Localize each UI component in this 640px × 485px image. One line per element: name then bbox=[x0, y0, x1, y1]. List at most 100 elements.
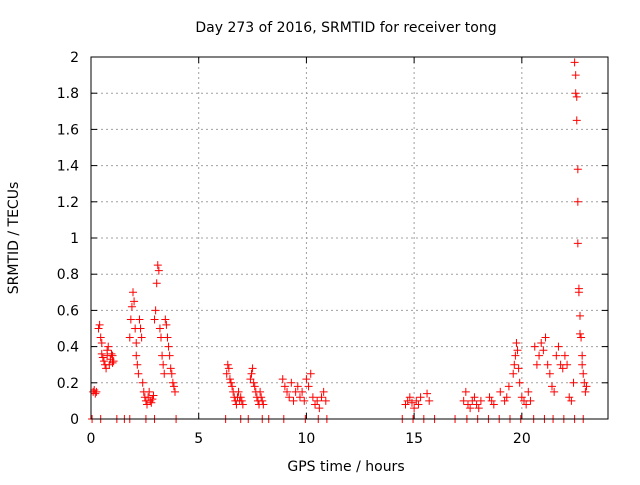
data-point bbox=[125, 333, 134, 342]
data-point bbox=[105, 360, 114, 369]
data-point bbox=[154, 266, 163, 275]
data-point bbox=[224, 364, 233, 373]
y-tick-label: 1 bbox=[70, 231, 79, 247]
grid bbox=[91, 57, 608, 419]
data-point bbox=[580, 378, 589, 387]
data-point bbox=[573, 165, 582, 174]
data-point bbox=[158, 351, 167, 360]
y-tick-label: 0 bbox=[70, 412, 79, 428]
data-point bbox=[144, 393, 153, 402]
data-point bbox=[581, 387, 590, 396]
y-tick-label: 0.4 bbox=[57, 340, 79, 356]
y-tick-label: 1.6 bbox=[57, 122, 79, 138]
data-point bbox=[317, 393, 326, 402]
data-point bbox=[311, 400, 320, 409]
data-point bbox=[169, 382, 178, 391]
data-point bbox=[98, 353, 107, 362]
data-point bbox=[130, 297, 139, 306]
data-point bbox=[171, 387, 180, 396]
data-point bbox=[97, 349, 106, 358]
data-point bbox=[407, 398, 416, 407]
chart-title: Day 273 of 2016, SRMTID for receiver ton… bbox=[195, 20, 496, 36]
y-tick-label: 0.8 bbox=[57, 267, 79, 283]
data-point bbox=[238, 400, 247, 409]
data-point bbox=[571, 71, 580, 80]
data-point bbox=[236, 393, 245, 402]
data-point bbox=[487, 396, 496, 405]
data-point bbox=[247, 369, 256, 378]
data-point bbox=[485, 393, 494, 402]
data-point bbox=[577, 333, 586, 342]
data-point bbox=[537, 338, 546, 347]
data-point bbox=[103, 346, 112, 355]
axis-ticks bbox=[90, 56, 608, 420]
data-point bbox=[300, 396, 309, 405]
data-point bbox=[146, 396, 155, 405]
data-point bbox=[570, 58, 579, 67]
data-point bbox=[575, 311, 584, 320]
data-point bbox=[249, 378, 258, 387]
data-point bbox=[573, 239, 582, 248]
y-tick-label: 1.4 bbox=[57, 159, 79, 175]
data-point bbox=[554, 342, 563, 351]
data-point bbox=[137, 333, 146, 342]
data-point bbox=[222, 369, 231, 378]
data-point bbox=[541, 333, 550, 342]
x-tick-label: 15 bbox=[405, 431, 423, 447]
data-point bbox=[106, 355, 115, 364]
data-point bbox=[225, 375, 234, 384]
data-point bbox=[496, 387, 505, 396]
data-point bbox=[161, 315, 170, 324]
data-point bbox=[102, 364, 111, 373]
data-point bbox=[248, 364, 257, 373]
data-point bbox=[133, 360, 142, 369]
data-point bbox=[164, 342, 173, 351]
data-point bbox=[313, 396, 322, 405]
x-tick-label: 20 bbox=[513, 431, 531, 447]
x-tick-label: 10 bbox=[298, 431, 316, 447]
data-point bbox=[104, 342, 113, 351]
data-point bbox=[149, 391, 158, 400]
data-point bbox=[302, 375, 311, 384]
data-point bbox=[246, 375, 255, 384]
data-point bbox=[472, 400, 481, 409]
data-point bbox=[304, 382, 313, 391]
data-point bbox=[227, 378, 236, 387]
data-point bbox=[319, 387, 328, 396]
data-point bbox=[283, 387, 292, 396]
data-point bbox=[573, 197, 582, 206]
axis-tick-labels: 00.20.40.60.811.21.41.61.820 5 10 15 20 bbox=[57, 50, 531, 447]
data-point bbox=[550, 387, 559, 396]
data-point bbox=[289, 396, 298, 405]
data-point bbox=[109, 357, 118, 366]
data-point bbox=[94, 324, 103, 333]
data-point bbox=[237, 396, 246, 405]
data-point bbox=[476, 396, 485, 405]
data-point bbox=[134, 369, 143, 378]
data-point bbox=[167, 369, 176, 378]
data-point bbox=[150, 315, 159, 324]
data-point bbox=[147, 398, 156, 407]
x-axis-label: GPS time / hours bbox=[287, 459, 404, 475]
data-point bbox=[278, 375, 287, 384]
y-axis-label: SRMTID / TECUs bbox=[6, 182, 22, 295]
data-point bbox=[132, 351, 141, 360]
data-point bbox=[461, 387, 470, 396]
data-point bbox=[160, 369, 169, 378]
data-point bbox=[165, 351, 174, 360]
y-tick-label: 0.2 bbox=[57, 376, 79, 392]
data-point bbox=[306, 369, 315, 378]
data-point bbox=[547, 382, 556, 391]
data-point bbox=[530, 342, 539, 351]
data-point bbox=[108, 351, 117, 360]
data-point bbox=[258, 396, 267, 405]
data-point bbox=[403, 396, 412, 405]
data-point bbox=[509, 369, 518, 378]
data-point bbox=[295, 393, 304, 402]
data-point bbox=[489, 400, 498, 409]
y-tick-label: 1.2 bbox=[57, 195, 79, 211]
data-point bbox=[145, 387, 154, 396]
data-point bbox=[552, 351, 561, 360]
data-point bbox=[459, 396, 468, 405]
data-point bbox=[162, 320, 171, 329]
